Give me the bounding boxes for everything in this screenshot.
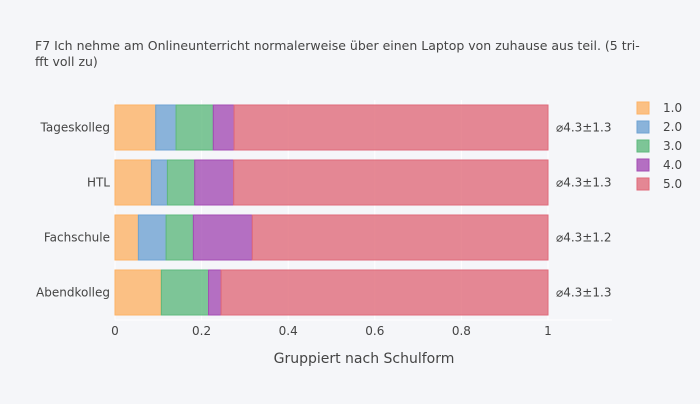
category-label: Abendkolleg bbox=[36, 286, 110, 300]
x-tick-label: 1 bbox=[544, 324, 552, 338]
bar-segment bbox=[233, 104, 549, 151]
mean-annotations: ⌀4.3±1.3 ⌀4.3±1.3 ⌀4.3±1.2 ⌀4.3±1.3 bbox=[556, 121, 611, 300]
bar-segment bbox=[114, 159, 152, 206]
category-label: HTL bbox=[87, 176, 110, 190]
legend-item[interactable]: 4.0 bbox=[636, 158, 682, 172]
bar-segment bbox=[192, 214, 253, 261]
legend-label: 5.0 bbox=[663, 177, 682, 191]
x-axis-title: Gruppiert nach Schulform bbox=[274, 351, 455, 367]
legend-swatch bbox=[636, 120, 650, 134]
x-tick-label: 0.6 bbox=[365, 324, 384, 338]
bar-segment bbox=[114, 104, 157, 151]
mean-annotation: ⌀4.3±1.2 bbox=[556, 231, 611, 245]
bar-segment bbox=[150, 159, 168, 206]
legend-item[interactable]: 3.0 bbox=[636, 139, 682, 153]
mean-annotation: ⌀4.3±1.3 bbox=[556, 121, 611, 135]
x-tick-label: 0 bbox=[111, 324, 119, 338]
legend-swatch bbox=[636, 177, 650, 191]
bar-segment bbox=[212, 104, 235, 151]
bar-segment bbox=[208, 269, 222, 316]
x-tick-label: 0.2 bbox=[192, 324, 211, 338]
x-tick-label: 0.4 bbox=[279, 324, 298, 338]
bar-segment bbox=[175, 104, 214, 151]
legend[interactable]: 1.0 2.0 3.0 4.0 5.0 bbox=[636, 101, 682, 191]
bar-segment bbox=[137, 214, 167, 261]
mean-annotation: ⌀4.3±1.3 bbox=[556, 286, 611, 300]
bar-segment bbox=[114, 269, 162, 316]
chart-title-line-2: fft voll zu) bbox=[35, 54, 98, 69]
legend-swatch bbox=[636, 101, 650, 115]
chart-title-line-1: F7 Ich nehme am Onlineunterricht normale… bbox=[35, 38, 640, 53]
bar-segment bbox=[194, 159, 235, 206]
legend-swatch bbox=[636, 139, 650, 153]
bar-segment bbox=[220, 269, 549, 316]
legend-item[interactable]: 2.0 bbox=[636, 120, 682, 134]
bar-segment bbox=[233, 159, 549, 206]
x-tick-labels: 0 0.2 0.4 0.6 0.8 1 bbox=[111, 324, 552, 338]
category-label: Fachschule bbox=[44, 231, 110, 245]
bar-segment bbox=[155, 104, 177, 151]
legend-swatch bbox=[636, 158, 650, 172]
legend-item[interactable]: 5.0 bbox=[636, 177, 682, 191]
category-label: Tageskolleg bbox=[40, 121, 110, 135]
mean-annotation: ⌀4.3±1.3 bbox=[556, 176, 611, 190]
bar-segment bbox=[114, 214, 139, 261]
bar-segment bbox=[165, 214, 194, 261]
x-tick-label: 0.8 bbox=[452, 324, 471, 338]
legend-label: 3.0 bbox=[663, 139, 682, 153]
legend-label: 1.0 bbox=[663, 101, 682, 115]
category-labels: Tageskolleg HTL Fachschule Abendkolleg bbox=[36, 121, 110, 300]
bar-segment bbox=[160, 269, 210, 316]
legend-label: 2.0 bbox=[663, 120, 682, 134]
bar-segment bbox=[166, 159, 196, 206]
legend-item[interactable]: 1.0 bbox=[636, 101, 682, 115]
bars bbox=[114, 104, 549, 316]
bar-segment bbox=[251, 214, 549, 261]
legend-label: 4.0 bbox=[663, 158, 682, 172]
